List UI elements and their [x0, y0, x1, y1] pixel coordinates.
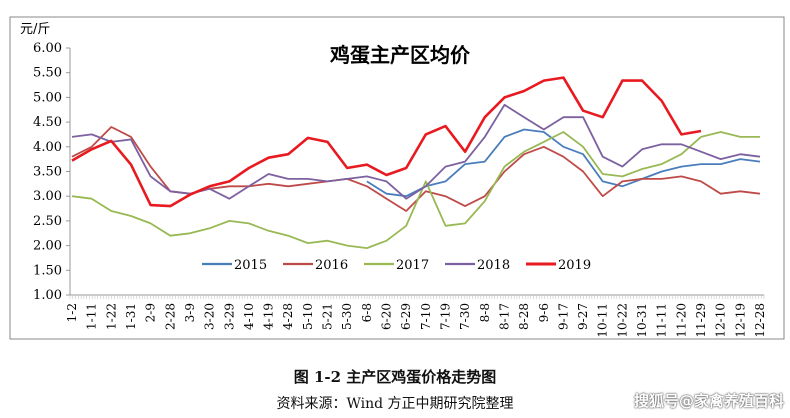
y-tick-label: 1.50: [33, 263, 62, 278]
x-tick-label: 1-2: [65, 303, 79, 322]
x-tick-label: 4-19: [262, 303, 276, 330]
y-axis-label: 元/斤: [20, 22, 50, 37]
y-tick-label: 6.00: [33, 41, 62, 56]
x-tick-label: 9-17: [556, 303, 570, 330]
x-tick-label: 7-10: [419, 303, 433, 330]
x-tick-label: 12-19: [733, 303, 747, 338]
legend-label-2017: 2017: [396, 258, 429, 273]
x-tick-label: 1-22: [104, 303, 118, 330]
figure-caption: 图 1-2 主产区鸡蛋价格走势图: [293, 368, 497, 386]
x-tick-label: 10-22: [615, 303, 629, 338]
y-tick-label: 5.00: [33, 90, 62, 105]
x-tick-label: 5-10: [301, 303, 315, 330]
x-tick-label: 9-27: [576, 303, 590, 330]
source-note: 资料来源：Wind 方正中期研究院整理: [276, 396, 514, 412]
x-tick-label: 11-11: [655, 303, 669, 338]
y-tick-label: 4.00: [33, 140, 62, 155]
y-tick-label: 4.50: [33, 115, 62, 130]
x-tick-label: 10-11: [596, 303, 610, 338]
x-tick-label: 4-10: [242, 303, 256, 330]
legend-label-2018: 2018: [477, 258, 510, 273]
x-tick-label: 3-9: [183, 303, 197, 322]
x-tick-label: 2-28: [163, 303, 177, 330]
x-tick-label: 11-20: [674, 303, 688, 338]
y-tick-label: 1.00: [33, 288, 62, 303]
x-tick-label: 4-28: [281, 303, 295, 330]
x-tick-label: 1-11: [85, 303, 99, 330]
x-tick-label: 2-9: [144, 303, 158, 322]
watermark: 搜狐号@家禽养殖百科: [633, 392, 784, 410]
legend-label-2016: 2016: [315, 258, 348, 273]
x-tick-label: 6-20: [380, 303, 394, 330]
legend-label-2015: 2015: [234, 258, 267, 273]
x-tick-label: 9-6: [537, 303, 551, 322]
x-tick-label: 7-19: [438, 303, 452, 330]
x-tick-label: 8-17: [497, 303, 511, 330]
x-tick-label: 11-29: [694, 303, 708, 338]
y-tick-label: 2.50: [33, 214, 62, 229]
x-tick-label: 12-28: [753, 303, 767, 338]
x-tick-label: 8-8: [478, 303, 492, 322]
x-tick-label: 5-30: [340, 303, 354, 330]
x-tick-label: 10-31: [635, 303, 649, 338]
y-tick-label: 3.00: [33, 189, 62, 204]
legend-label-2019: 2019: [558, 258, 591, 273]
y-tick-label: 5.50: [33, 66, 62, 81]
x-tick-label: 1-31: [124, 303, 138, 330]
egg-price-chart: 鸡蛋主产区均价 元/斤 1.00 1.50 2.00 2.50 3.00 3.50 4.00…: [9, 16, 785, 340]
series-line-2015: [366, 128, 761, 198]
x-tick-label: 5-21: [321, 303, 335, 330]
x-tick-label: 6-8: [360, 303, 374, 322]
x-tick-label: 7-30: [458, 303, 472, 330]
series-line-2019: [71, 76, 702, 208]
x-tick-label: 6-29: [399, 303, 413, 330]
x-tick-label: 8-28: [517, 303, 531, 330]
y-tick-label: 2.00: [33, 239, 62, 254]
x-tick-label: 3-20: [203, 303, 217, 330]
y-tick-label: 3.50: [33, 165, 62, 180]
series-line-2018: [71, 103, 761, 200]
series-line-2017: [71, 131, 760, 249]
x-tick-label: 12-10: [714, 303, 728, 338]
x-tick-label: 3-29: [222, 303, 236, 330]
chart-title: 鸡蛋主产区均价: [329, 43, 471, 67]
